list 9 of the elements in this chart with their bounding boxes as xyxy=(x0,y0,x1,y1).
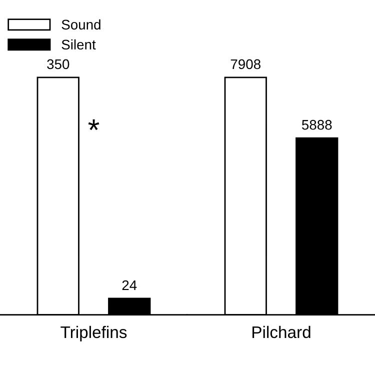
legend-label: Sound xyxy=(62,19,100,30)
data-label: 7908 xyxy=(230,59,260,70)
data-label: 24 xyxy=(122,280,137,290)
annotation: * xyxy=(88,119,100,130)
data-label: 350 xyxy=(47,59,70,70)
x-tick-label: Triplefins xyxy=(60,326,127,342)
data-label: 5888 xyxy=(302,120,332,130)
x-tick-label: Pilchard xyxy=(252,326,310,338)
legend-label: Silent xyxy=(62,39,96,50)
